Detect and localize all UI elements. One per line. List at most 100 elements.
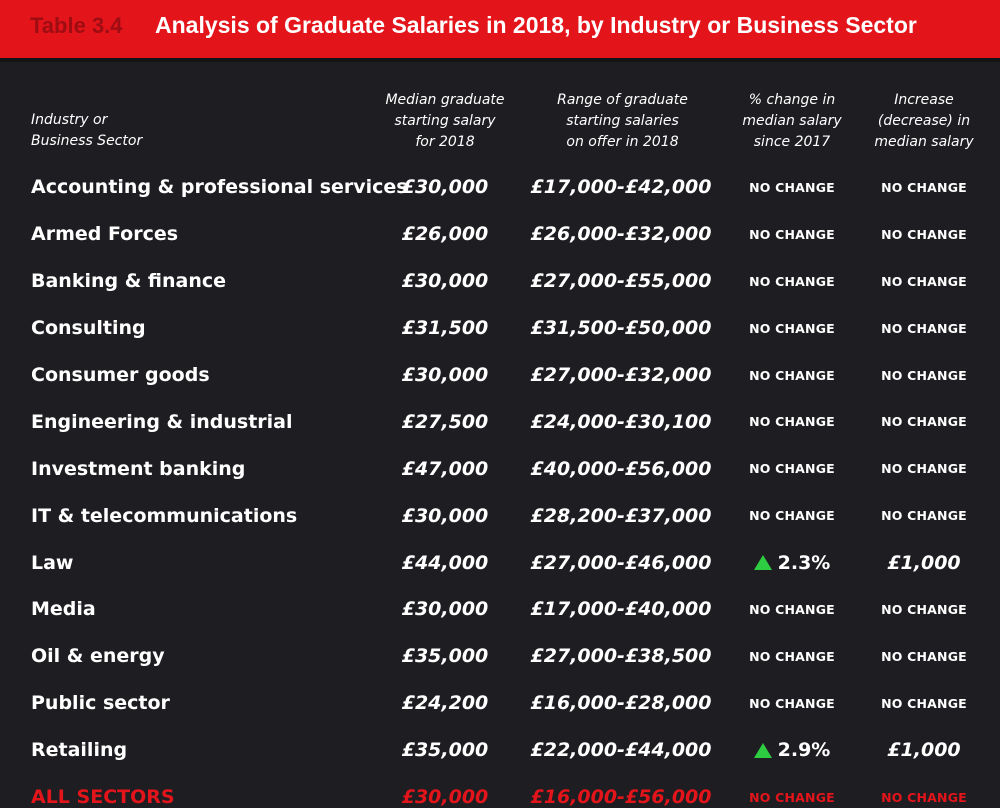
median-increase: NO CHANGE	[862, 633, 986, 680]
sector-name-text: ALL SECTORS	[31, 786, 175, 808]
median-salary-text: £30,000	[401, 364, 489, 386]
sector-name: IT & telecommunications	[31, 492, 297, 539]
salary-range: £17,000-£42,000	[530, 164, 712, 211]
median-salary: £47,000	[370, 445, 520, 492]
table-row: Banking & finance £30,000 £27,000-£55,000 N…	[0, 258, 1000, 305]
salary-range-text: £27,000-£55,000	[530, 270, 712, 293]
median-increase-text: NO CHANGE	[881, 226, 967, 242]
median-increase-text: NO CHANGE	[881, 367, 967, 383]
pct-change-text: NO CHANGE	[749, 367, 835, 383]
salary-range: £28,200-£37,000	[530, 492, 712, 539]
median-salary-text: £47,000	[401, 457, 489, 480]
table-row: Oil & energy £35,000 £27,000-£38,500 NO CHA…	[0, 633, 1000, 680]
triangle-up-icon	[753, 742, 772, 758]
median-salary: £30,000	[370, 492, 520, 539]
salary-range-text: £28,200-£37,000	[530, 504, 712, 527]
pct-change-text: NO CHANGE	[749, 601, 835, 617]
median-salary: £35,000	[370, 727, 520, 774]
median-increase: NO CHANGE	[862, 774, 986, 808]
header-pct-change: % change in median salary since 2017	[742, 92, 842, 150]
median-increase-text: £1,000	[887, 551, 961, 574]
salary-range-text: £27,000-£32,000	[530, 364, 712, 386]
salary-range: £27,000-£46,000	[530, 539, 712, 586]
pct-change: NO CHANGE	[730, 445, 854, 492]
median-increase-text: £1,000	[887, 739, 961, 762]
pct-change: NO CHANGE	[730, 633, 854, 680]
table-title: Analysis of Graduate Salaries in 2018, b…	[155, 12, 917, 38]
salary-range: £31,500-£50,000	[530, 305, 712, 352]
salary-range: £22,000-£44,000	[530, 727, 712, 774]
sector-name: ALL SECTORS	[31, 774, 175, 808]
pct-change-text: NO CHANGE	[749, 461, 835, 477]
table-row: Retailing £35,000 £22,000-£44,000 2.9% £1,00…	[0, 727, 1000, 774]
median-increase: NO CHANGE	[862, 586, 986, 633]
median-salary-text: £30,000	[401, 598, 489, 621]
median-increase: £1,000	[862, 539, 986, 586]
sector-name: Investment banking	[31, 445, 245, 492]
pct-change: NO CHANGE	[730, 305, 854, 352]
median-salary-text: £26,000	[401, 223, 489, 246]
sector-name-text: Engineering & industrial	[31, 410, 293, 433]
median-salary-text: £24,200	[401, 692, 489, 715]
sector-name: Accounting & professional services	[31, 164, 408, 211]
pct-change-text: NO CHANGE	[749, 695, 835, 711]
median-salary: £24,200	[370, 680, 520, 727]
median-increase-text: NO CHANGE	[881, 648, 967, 664]
title-divider	[0, 58, 1000, 62]
median-salary-text: £30,000	[401, 504, 489, 527]
sector-name: Armed Forces	[31, 211, 178, 258]
salary-range-text: £16,000-£28,000	[530, 692, 712, 715]
median-increase-text: NO CHANGE	[881, 461, 967, 477]
pct-change-text: NO CHANGE	[749, 320, 835, 336]
median-increase-text: NO CHANGE	[881, 601, 967, 617]
median-salary: £44,000	[370, 539, 520, 586]
pct-change-text: NO CHANGE	[749, 508, 835, 524]
median-salary-text: £30,000	[401, 786, 489, 808]
table-row: Law £44,000 £27,000-£46,000 2.3% £1,000	[0, 539, 1000, 586]
salary-range-text: £26,000-£32,000	[530, 223, 712, 246]
median-increase-text: NO CHANGE	[881, 695, 967, 711]
sector-name-text: Oil & energy	[31, 645, 165, 668]
median-increase: NO CHANGE	[862, 258, 986, 305]
header-increase: Increase (decrease) in median salary	[874, 92, 974, 150]
salary-range: £27,000-£55,000	[530, 258, 712, 305]
title-bar: Table 3.4 Analysis of Graduate Salaries …	[0, 0, 1000, 58]
pct-change-text: NO CHANGE	[749, 648, 835, 664]
pct-change-text: NO CHANGE	[749, 226, 835, 242]
sector-name: Oil & energy	[31, 633, 165, 680]
median-increase: NO CHANGE	[862, 398, 986, 445]
sector-name-text: Armed Forces	[31, 223, 179, 246]
sector-name-text: Accounting & professional services	[31, 176, 408, 199]
median-salary: £35,000	[370, 633, 520, 680]
median-salary: £30,000	[370, 258, 520, 305]
table-number: Table 3.4	[30, 13, 123, 38]
header-industry: Industry or Business Sector	[31, 112, 143, 149]
median-salary-text: £31,500	[401, 317, 489, 340]
median-increase-text: NO CHANGE	[881, 179, 967, 195]
sector-name: Law	[31, 539, 73, 586]
median-salary-text: £27,500	[401, 410, 489, 433]
median-increase: NO CHANGE	[862, 445, 986, 492]
sector-name-text: Consumer goods	[31, 364, 210, 386]
sector-name: Media	[31, 586, 96, 633]
salary-range-text: £22,000-£44,000	[530, 739, 712, 762]
table-row: Public sector £24,200 £16,000-£28,000 NO CH…	[0, 680, 1000, 727]
salary-range: £40,000-£56,000	[530, 445, 712, 492]
pct-change: 2.3%	[730, 539, 854, 586]
table-row: Engineering & industrial £27,500 £24,000-£…	[0, 398, 1000, 445]
table-row: Media £30,000 £17,000-£40,000 NO CHANGE NO C…	[0, 586, 1000, 633]
salary-range-text: £24,000-£30,100	[530, 410, 712, 433]
median-increase: NO CHANGE	[862, 492, 986, 539]
median-salary-text: £44,000	[401, 551, 489, 574]
sector-name-text: Retailing	[31, 739, 128, 762]
salary-range-text: £17,000-£42,000	[530, 176, 712, 199]
median-salary: £30,000	[370, 164, 520, 211]
median-salary-text: £30,000	[401, 176, 489, 199]
triangle-up-icon	[753, 555, 772, 571]
median-increase: NO CHANGE	[862, 211, 986, 258]
salary-range: £17,000-£40,000	[530, 586, 712, 633]
sector-name-text: Investment banking	[31, 457, 246, 480]
salary-range-text: £27,000-£46,000	[530, 551, 712, 574]
table-row: IT & telecommunications £30,000 £28,200-£3…	[0, 492, 1000, 539]
median-salary: £30,000	[370, 774, 520, 808]
